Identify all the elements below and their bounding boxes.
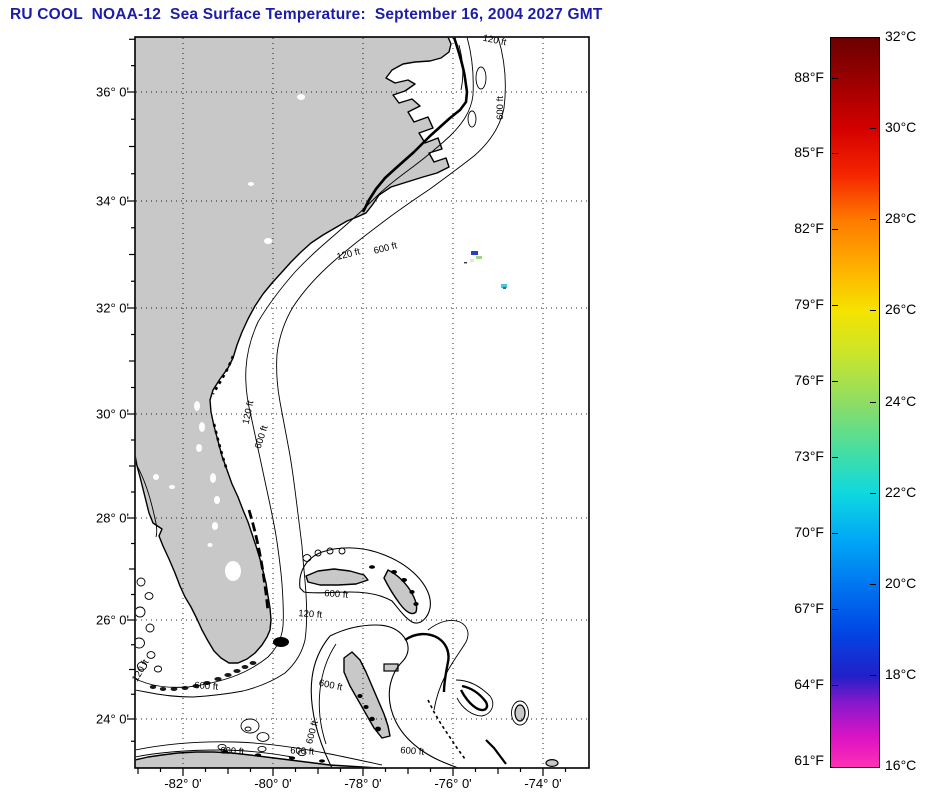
cat-island: [459, 684, 489, 712]
land-masses: [135, 37, 559, 768]
abaco-cays: [369, 565, 419, 606]
contour-120ft-east-coast: [135, 37, 474, 688]
grand-bahama-island: [305, 568, 369, 586]
little-bahama-bank-contour: [299, 547, 431, 624]
map-title: RU COOL NOAA-12 Sea Surface Temperature:…: [10, 6, 603, 23]
abaco-island: [383, 569, 418, 615]
florida-barrier-strip: [247, 509, 270, 613]
cay-sal-bank-contours: [240, 718, 270, 742]
andros-east-specks: [357, 694, 381, 732]
contour-depth-label: 600 ft: [290, 745, 315, 757]
y-axis-tick-label: 30° 0': [96, 407, 129, 422]
contour-600ft-east-coast: [135, 37, 506, 698]
georgia-marsh-accents: [211, 355, 235, 471]
mangrove-blob: [273, 637, 289, 647]
axis-ticks: [127, 38, 567, 776]
small-island-southeast: [545, 758, 559, 767]
contour-depth-label: 120 ft: [298, 608, 323, 621]
x-axis-tick-label: -80° 0': [254, 776, 291, 791]
y-axis-tick-label: 28° 0': [96, 511, 129, 526]
cuba-coast-specks: [221, 750, 325, 763]
grid-lines: [136, 38, 588, 767]
y-axis-tick-label: 32° 0': [96, 301, 129, 316]
contour-depth-label: 600 ft: [324, 588, 349, 601]
eleuthera-island: [404, 632, 450, 693]
x-axis-tick-label: -76° 0': [434, 776, 471, 791]
depth-contours: [135, 37, 529, 768]
y-axis-tick-label: 34° 0': [96, 194, 129, 209]
axis-labels: -82° 0' -80° 0' -78° 0' -76° 0' -74° 0' 36° 0…: [96, 85, 562, 792]
outer-banks-barrier-islands: [361, 37, 469, 213]
contour-depth-label: 600 ft: [400, 745, 425, 758]
x-axis-tick-label: -78° 0': [344, 776, 381, 791]
gulf-shallow-blobs: [135, 577, 163, 673]
contour-depth-label: 600 ft: [194, 680, 219, 693]
x-axis-tick-label: -74° 0': [524, 776, 561, 791]
x-axis-tick-label: -82° 0': [164, 776, 201, 791]
contour-depth-label: 600 ft: [495, 96, 506, 120]
cloud-flecks: [153, 94, 305, 581]
y-axis-tick-label: 36° 0': [96, 85, 129, 100]
san-salvador-island: [514, 704, 526, 722]
contour-depth-label: 600 ft: [220, 745, 245, 757]
contour-depth-label: 600 ft: [318, 678, 344, 694]
andros-island: [343, 651, 391, 739]
lake-okeechobee: [225, 561, 241, 581]
map-frame: [134, 36, 590, 769]
y-axis-tick-label: 24° 0': [96, 712, 129, 727]
y-axis-tick-label: 26° 0': [96, 613, 129, 628]
contour-depth-label: 120 ft: [241, 399, 257, 425]
great-bahama-bank-west-contour: [310, 635, 333, 768]
great-bahama-bank-east-contour: [329, 624, 458, 768]
sst-data-specks: [464, 251, 507, 289]
long-island-bahamas: [485, 739, 507, 765]
